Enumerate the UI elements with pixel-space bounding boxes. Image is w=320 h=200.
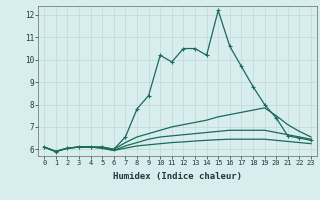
X-axis label: Humidex (Indice chaleur): Humidex (Indice chaleur)	[113, 172, 242, 181]
